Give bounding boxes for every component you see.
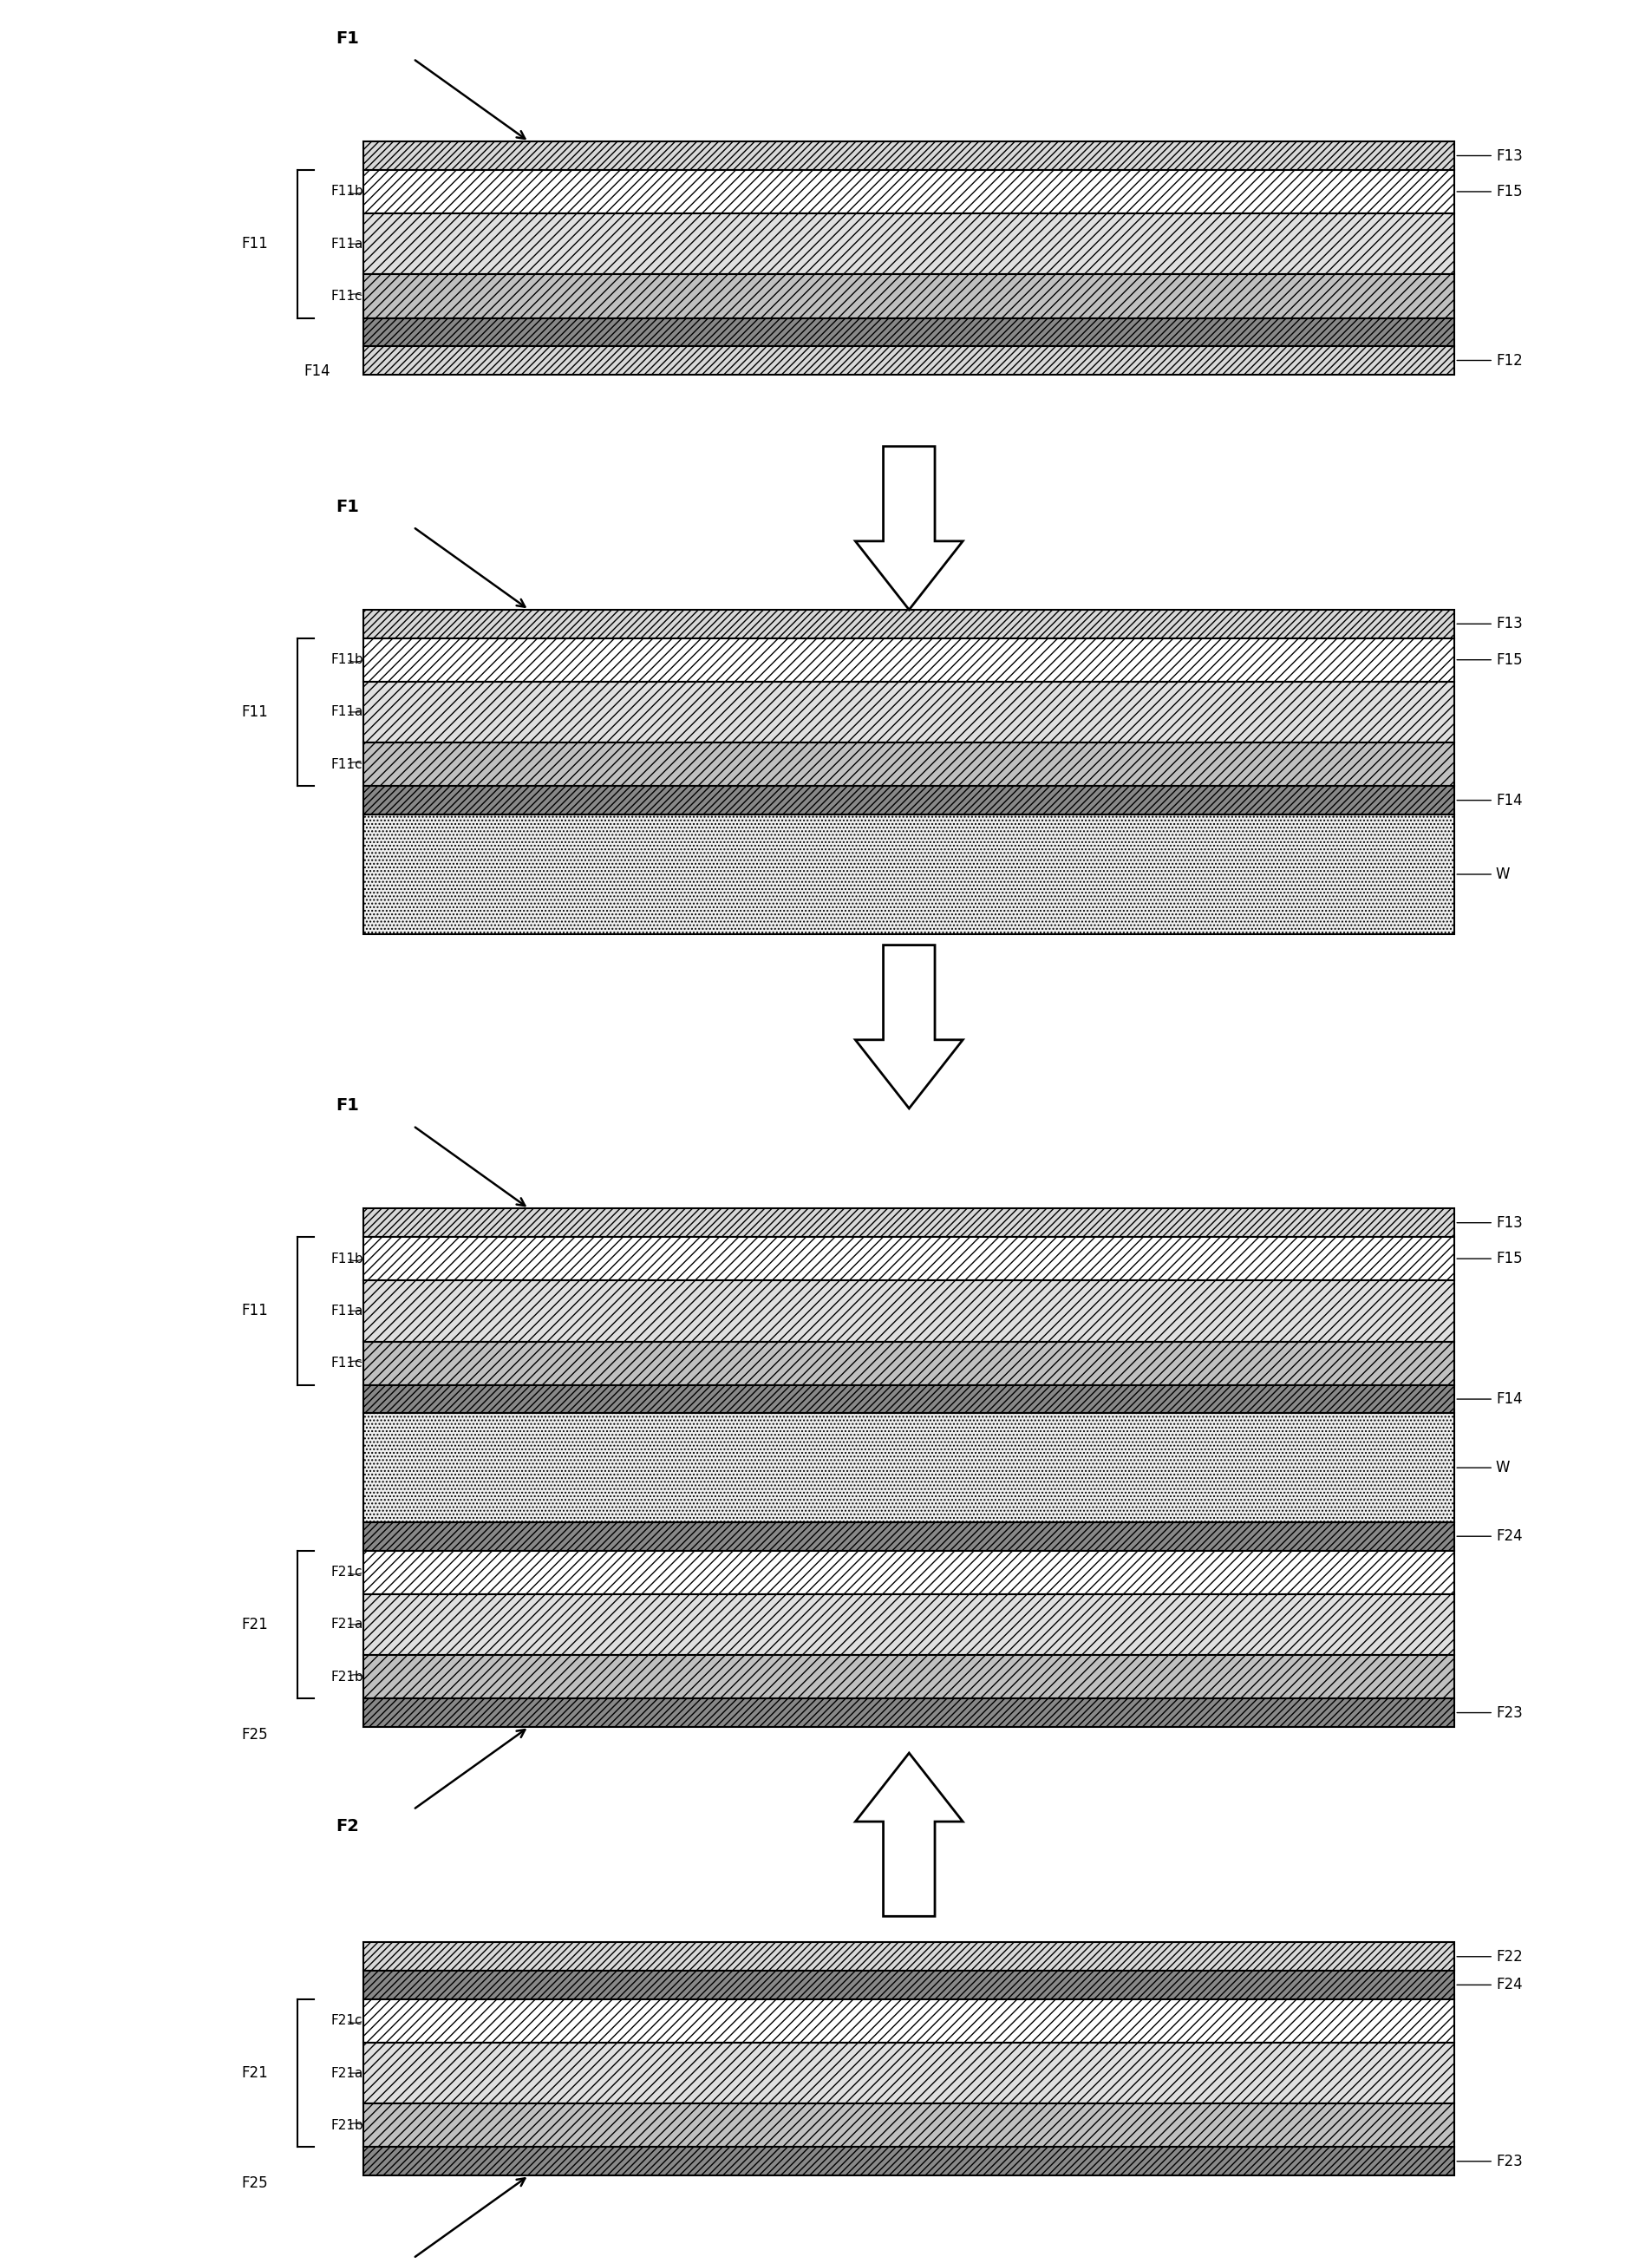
Bar: [363, 2105, 1454, 2148]
Text: F12: F12: [1455, 353, 1521, 369]
Bar: [363, 1550, 1454, 1593]
Text: F24: F24: [1455, 1978, 1521, 1994]
Text: F21: F21: [241, 2066, 268, 2082]
Bar: [363, 609, 1454, 638]
Text: F21a: F21a: [330, 1618, 363, 1632]
Text: F2: F2: [335, 1819, 358, 1835]
Polygon shape: [856, 1754, 961, 1917]
Bar: [363, 742, 1454, 785]
Text: W: W: [1455, 1460, 1510, 1475]
Text: F24: F24: [1455, 1528, 1521, 1543]
Bar: [363, 1238, 1454, 1281]
Bar: [363, 681, 1454, 742]
Bar: [363, 317, 1454, 346]
Bar: [363, 2148, 1454, 2175]
Text: F11b: F11b: [330, 1251, 363, 1265]
Polygon shape: [856, 946, 961, 1109]
Text: F25: F25: [241, 1727, 268, 1743]
Text: F11b: F11b: [330, 186, 363, 199]
Text: F11c: F11c: [330, 1358, 362, 1369]
Bar: [363, 1414, 1454, 1523]
Text: F21c: F21c: [330, 1566, 362, 1580]
Text: F13: F13: [1455, 616, 1521, 631]
Bar: [363, 815, 1454, 935]
Text: F11a: F11a: [330, 1303, 363, 1317]
Bar: [363, 1342, 1454, 1385]
Text: F11c: F11c: [330, 290, 362, 303]
Text: F11a: F11a: [330, 706, 363, 720]
Text: F25: F25: [241, 2175, 268, 2191]
Text: F13: F13: [1455, 147, 1521, 163]
Text: F11: F11: [241, 704, 268, 720]
Polygon shape: [856, 446, 961, 609]
Text: F14: F14: [1455, 1392, 1521, 1408]
Bar: [363, 1208, 1454, 1238]
Bar: [363, 1942, 1454, 1971]
Text: F15: F15: [1455, 183, 1521, 199]
Bar: [363, 1523, 1454, 1550]
Text: F11: F11: [241, 235, 268, 251]
Text: F1: F1: [335, 29, 358, 48]
Bar: [363, 2043, 1454, 2105]
Bar: [363, 785, 1454, 815]
Bar: [363, 143, 1454, 170]
Bar: [363, 346, 1454, 376]
Bar: [363, 1971, 1454, 1998]
Bar: [363, 213, 1454, 274]
Bar: [363, 638, 1454, 681]
Text: F14: F14: [1455, 792, 1521, 808]
Text: F21b: F21b: [330, 2118, 363, 2132]
Bar: [363, 274, 1454, 317]
Text: F11a: F11a: [330, 238, 363, 251]
Text: F21c: F21c: [330, 2014, 362, 2028]
Text: F21: F21: [241, 1616, 268, 1632]
Text: F22: F22: [1455, 1948, 1521, 1964]
Bar: [363, 1998, 1454, 2043]
Text: F13: F13: [1455, 1215, 1521, 1231]
Bar: [363, 170, 1454, 213]
Text: F11: F11: [241, 1303, 268, 1319]
Text: F21a: F21a: [330, 2066, 363, 2080]
Text: F11b: F11b: [330, 654, 363, 665]
Text: F23: F23: [1455, 2154, 1521, 2170]
Bar: [363, 1281, 1454, 1342]
Text: F15: F15: [1455, 1251, 1521, 1267]
Text: F15: F15: [1455, 652, 1521, 668]
Text: F1: F1: [335, 498, 358, 516]
Bar: [363, 1593, 1454, 1654]
Text: W: W: [1455, 867, 1510, 883]
Text: F11c: F11c: [330, 758, 362, 772]
Bar: [363, 1654, 1454, 1700]
Bar: [363, 1385, 1454, 1414]
Text: F1: F1: [335, 1098, 358, 1113]
Text: F23: F23: [1455, 1704, 1521, 1720]
Text: F14: F14: [304, 364, 330, 380]
Text: F21b: F21b: [330, 1670, 363, 1684]
Bar: [363, 1700, 1454, 1727]
